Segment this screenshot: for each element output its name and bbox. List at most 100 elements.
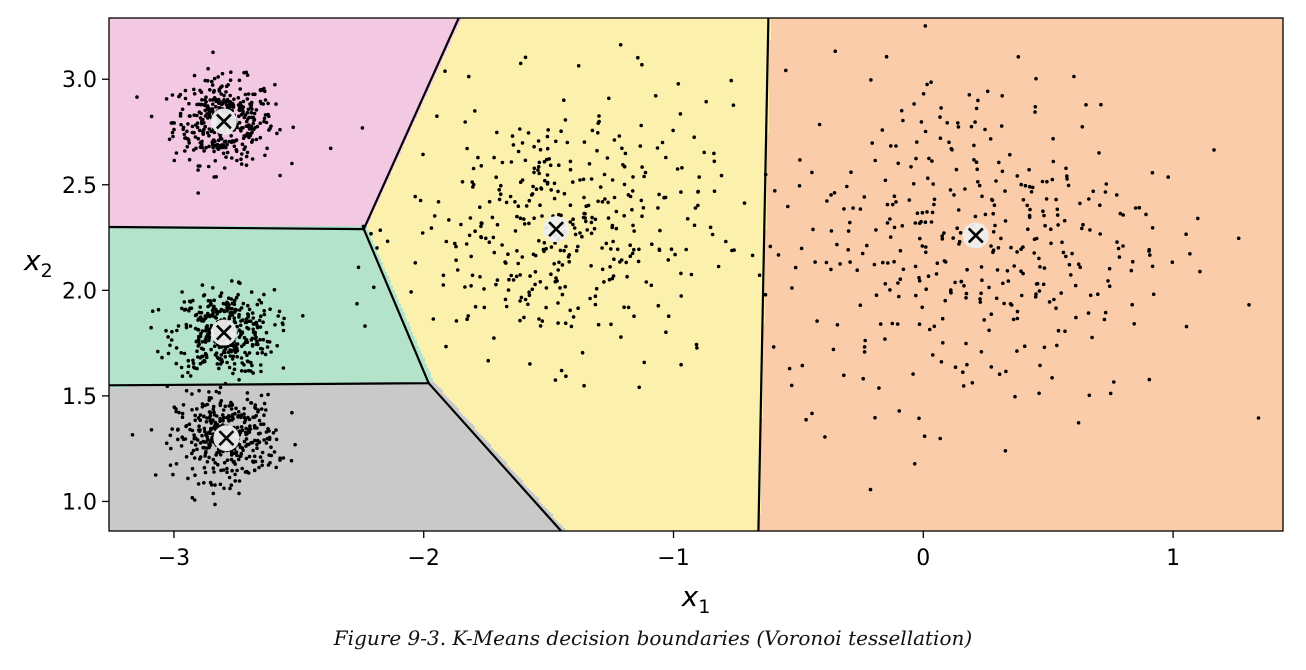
data-point bbox=[1009, 245, 1013, 250]
region-cell-4 bbox=[769, 42, 1283, 44]
data-point bbox=[1056, 328, 1061, 333]
region-cell-0 bbox=[109, 144, 403, 146]
region-cell-4 bbox=[767, 160, 1283, 162]
data-point bbox=[164, 328, 168, 333]
y-tick-label: 3.0 bbox=[62, 68, 97, 93]
region-cell-4 bbox=[761, 458, 1283, 460]
data-point bbox=[211, 143, 215, 148]
region-cell-1 bbox=[109, 316, 405, 318]
region-cell-0 bbox=[109, 220, 369, 222]
data-point bbox=[1044, 197, 1049, 201]
region-cell-3 bbox=[369, 222, 767, 224]
data-point bbox=[179, 365, 184, 370]
data-point bbox=[978, 297, 982, 301]
x-tick-label: 0 bbox=[916, 546, 930, 571]
data-point bbox=[518, 299, 522, 303]
region-cell-4 bbox=[761, 446, 1283, 448]
data-point bbox=[1098, 203, 1102, 207]
region-cell-3 bbox=[405, 312, 765, 314]
data-point bbox=[212, 130, 217, 135]
data-point bbox=[1028, 207, 1032, 212]
region-cell-4 bbox=[769, 90, 1283, 92]
region-cell-0 bbox=[109, 58, 443, 60]
region-cell-2 bbox=[109, 402, 453, 404]
data-point bbox=[545, 180, 550, 185]
data-point bbox=[1042, 266, 1047, 270]
region-cell-3 bbox=[371, 238, 765, 240]
data-point bbox=[259, 314, 263, 319]
data-point bbox=[240, 446, 245, 450]
region-cell-0 bbox=[109, 174, 391, 176]
data-point bbox=[244, 70, 249, 75]
region-cell-4 bbox=[765, 320, 1283, 322]
x-tick-label: 1 bbox=[1166, 546, 1180, 571]
data-point bbox=[1019, 182, 1023, 187]
data-point bbox=[203, 98, 207, 102]
region-cell-4 bbox=[763, 416, 1283, 418]
data-point bbox=[230, 418, 234, 422]
data-point bbox=[581, 215, 586, 220]
data-point bbox=[183, 96, 188, 101]
data-point bbox=[237, 114, 241, 119]
region-cell-0 bbox=[109, 74, 435, 76]
data-point bbox=[617, 134, 622, 138]
data-point bbox=[259, 369, 263, 374]
data-point bbox=[192, 498, 197, 502]
region-cell-4 bbox=[761, 504, 1283, 506]
region-cell-2 bbox=[109, 408, 459, 410]
data-point bbox=[813, 260, 817, 264]
data-point bbox=[193, 473, 197, 478]
region-cell-4 bbox=[767, 134, 1283, 136]
region-cell-4 bbox=[769, 132, 1283, 134]
region-cell-3 bbox=[409, 322, 765, 324]
data-point bbox=[658, 228, 662, 233]
region-cell-4 bbox=[761, 470, 1283, 472]
region-cell-3 bbox=[479, 432, 761, 434]
region-cell-1 bbox=[109, 236, 371, 238]
data-point bbox=[970, 381, 975, 385]
data-point bbox=[590, 215, 594, 220]
region-cell-3 bbox=[539, 498, 761, 500]
region-cell-3 bbox=[535, 494, 761, 496]
data-point bbox=[255, 442, 259, 447]
data-point bbox=[204, 95, 208, 99]
data-point bbox=[557, 260, 561, 265]
region-cell-4 bbox=[759, 522, 1283, 524]
data-point bbox=[1043, 223, 1047, 228]
region-cell-3 bbox=[419, 348, 763, 350]
data-point bbox=[849, 170, 853, 174]
data-point bbox=[989, 365, 994, 369]
region-cell-0 bbox=[109, 200, 379, 202]
region-cell-3 bbox=[431, 86, 769, 88]
data-point bbox=[542, 241, 547, 245]
data-point bbox=[263, 153, 267, 158]
region-cell-4 bbox=[761, 440, 1283, 442]
data-point bbox=[240, 466, 244, 471]
data-point bbox=[991, 230, 996, 234]
data-point bbox=[240, 142, 245, 147]
data-point bbox=[628, 254, 633, 258]
region-cell-3 bbox=[457, 406, 763, 408]
region-cell-3 bbox=[381, 258, 765, 260]
data-point bbox=[559, 368, 564, 373]
data-point bbox=[628, 243, 632, 247]
data-point bbox=[1091, 189, 1095, 194]
data-point bbox=[197, 102, 201, 107]
data-point bbox=[1131, 259, 1135, 264]
data-point bbox=[251, 322, 256, 326]
data-point bbox=[236, 457, 241, 462]
data-point bbox=[1067, 262, 1072, 267]
region-cell-4 bbox=[761, 432, 1283, 434]
data-point bbox=[274, 428, 278, 432]
region-cell-0 bbox=[109, 132, 409, 134]
data-point bbox=[1099, 102, 1103, 107]
data-point bbox=[1132, 322, 1136, 326]
data-point bbox=[978, 300, 983, 304]
data-point bbox=[568, 308, 572, 313]
region-cell-1 bbox=[109, 268, 385, 270]
data-point bbox=[233, 479, 237, 483]
data-point bbox=[637, 247, 641, 252]
data-point bbox=[204, 329, 208, 333]
region-cell-3 bbox=[415, 118, 769, 120]
data-point bbox=[150, 309, 155, 314]
